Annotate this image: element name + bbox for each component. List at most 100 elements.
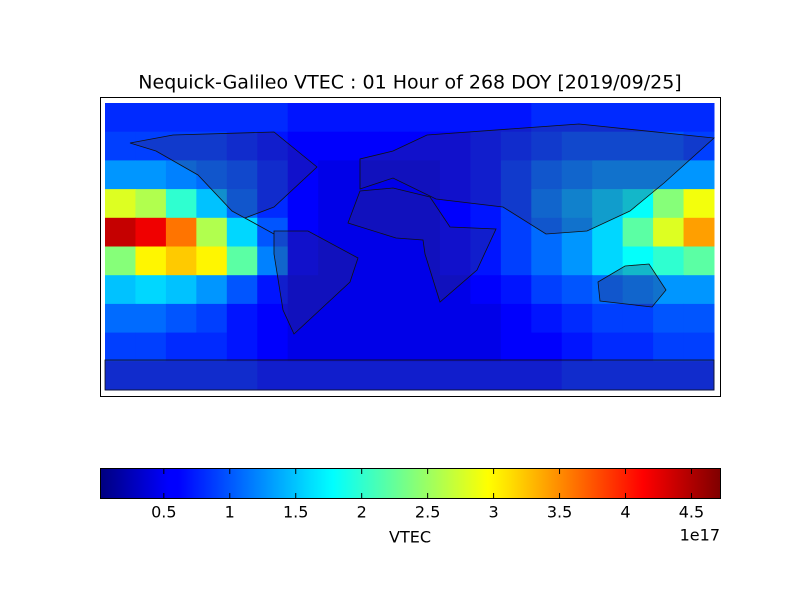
heat-cell [165,131,197,161]
heat-cell [439,303,471,334]
heat-cell [196,303,228,334]
heat-cell [683,246,715,276]
heat-cell [470,160,502,190]
heat-cell [500,303,532,334]
land [347,187,497,303]
heat-cell [653,303,685,334]
heat-cell [196,131,228,161]
heat-cell [683,361,715,391]
heat-cell [500,361,532,391]
heat-cell [439,103,471,133]
heat-cell [409,303,441,334]
heat-cell [226,303,258,334]
land [129,131,318,235]
heat-cell [409,217,441,247]
heat-cell [348,217,380,247]
heat-cell [653,160,685,190]
heat-cell [257,131,289,161]
heat-cell [135,103,167,133]
heat-cell [622,131,654,161]
heat-cell [287,103,319,133]
heat-cell [653,361,685,391]
heat-cell [135,217,167,247]
heat-cell [592,217,624,247]
heat-cell [165,246,197,276]
heat-cell [622,160,654,190]
heat-cell [196,361,228,391]
heat-cell [379,246,410,276]
heat-cell [379,303,410,334]
heat-cell [379,131,410,161]
heat-cell [622,217,654,247]
heat-cell [318,332,350,362]
heat-cell [287,217,319,247]
heat-cell [135,160,167,190]
heat-cell [165,275,197,305]
heat-cell [287,275,319,305]
heat-cell [653,189,685,219]
heat-cell [500,131,532,161]
heat-cell [561,131,593,161]
heat-cell [196,160,228,190]
heat-cell [348,189,380,219]
heat-cell [592,160,624,190]
heat-cell [561,103,593,133]
heat-cell [561,189,593,219]
heat-cell [105,217,136,247]
heat-cell [165,361,197,391]
heat-cell [379,160,410,190]
heat-cell [561,303,593,334]
heat-cell [531,217,563,247]
colorbar-tick-label: 4.5 [679,503,704,522]
heat-cell [105,189,136,219]
heat-cell [105,303,136,334]
heat-cell [439,361,471,391]
heat-cell [531,275,563,305]
heat-cell [196,217,228,247]
heat-cell [622,303,654,334]
heat-cell [318,189,350,219]
heat-cell [531,303,563,334]
heat-cell [470,131,502,161]
colorbar-offset: 1e17 [680,526,720,545]
heat-cell [318,275,350,305]
heat-cell [500,332,532,362]
colorbar [100,468,721,499]
heat-cell [226,332,258,362]
colorbar-tick-label: 0.5 [151,503,176,522]
heat-cell [165,303,197,334]
heat-cell [135,189,167,219]
heatmap [105,103,715,391]
heat-cell [348,303,380,334]
heat-cell [531,246,563,276]
heat-cell [257,103,289,133]
heat-cell [439,131,471,161]
heat-cell [287,160,319,190]
heat-cell [105,246,136,276]
colorbar-tick-label: 2.5 [415,503,440,522]
colorbar-label: VTEC [389,528,431,547]
heat-cell [683,303,715,334]
heat-cell [257,332,289,362]
heat-cell [196,332,228,362]
heat-cell [379,361,410,391]
heat-cell [409,160,441,190]
heat-cell [622,361,654,391]
heat-cell [561,332,593,362]
heat-cell [318,217,350,247]
heat-cell [165,189,197,219]
heat-cell [683,160,715,190]
heat-cell [257,217,289,247]
heat-cell [683,189,715,219]
heat-cell [226,189,258,219]
heat-cell [379,275,410,305]
heat-cell [105,361,136,391]
heat-cell [592,275,624,305]
heat-cell [318,246,350,276]
land [104,359,715,391]
heat-cell [226,131,258,161]
heat-cell [592,303,624,334]
heat-cell [592,332,624,362]
heat-cell [592,361,624,391]
heat-cell [226,275,258,305]
